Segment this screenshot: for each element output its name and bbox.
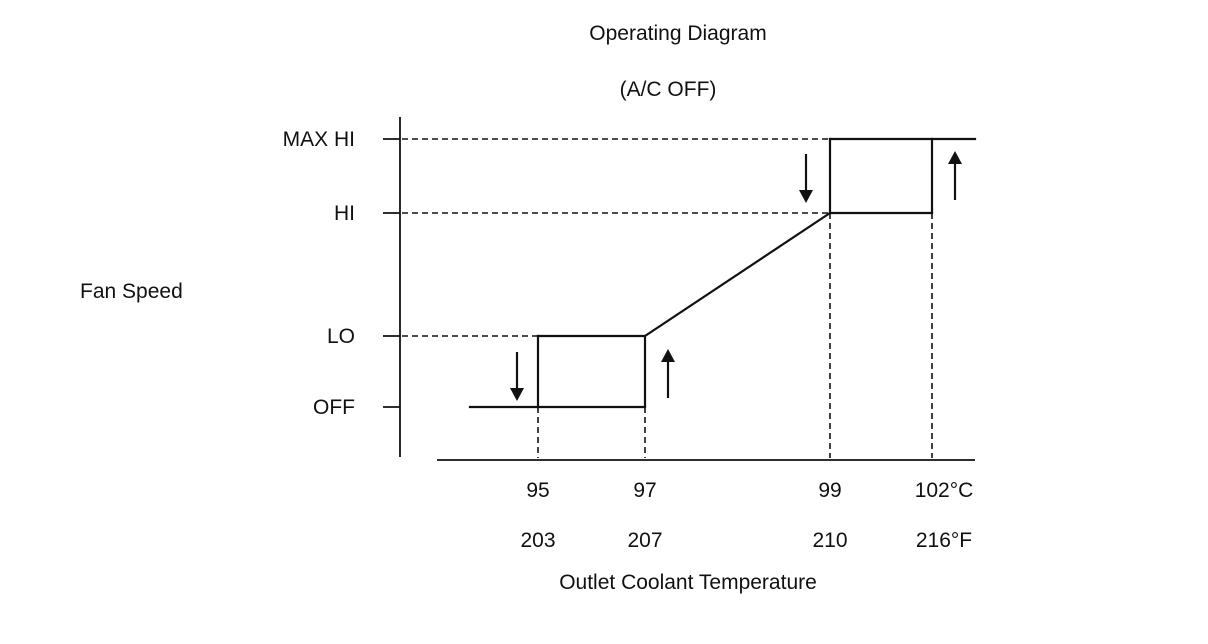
up-arrow-head — [948, 151, 962, 164]
y-label-hi: HI — [334, 202, 355, 225]
y-label-lo: LO — [327, 325, 355, 348]
down-arrow-head — [510, 388, 524, 401]
x-tick-celsius-95: 95 — [526, 479, 549, 502]
hysteresis-arrows — [510, 151, 962, 401]
diagram-title: Operating Diagram — [589, 22, 766, 45]
x-tick-fahrenheit-216: 216°F — [916, 529, 972, 552]
x-tick-celsius-99: 99 — [818, 479, 841, 502]
x-tick-celsius-102: 102°C — [915, 479, 974, 502]
x-tick-celsius-97: 97 — [633, 479, 656, 502]
x-tick-fahrenheit-207: 207 — [627, 529, 662, 552]
x-tick-fahrenheit-210: 210 — [812, 529, 847, 552]
x-axis-title: Outlet Coolant Temperature — [559, 571, 817, 594]
up-arrow-icon — [948, 151, 962, 200]
guide-lines — [402, 138, 933, 458]
diagram-subtitle: (A/C OFF) — [620, 78, 717, 101]
fan-speed-curve — [468, 137, 977, 409]
y-axis: MAX HI HI LO OFF Fan Speed — [80, 117, 401, 457]
curve-segment-ramp — [643, 211, 832, 338]
y-axis-title: Fan Speed — [80, 280, 183, 303]
x-axis: 95 97 99 102°C 203 207 210 216°F Outlet … — [437, 459, 975, 594]
y-label-max-hi: MAX HI — [283, 128, 355, 151]
diagram-header: Operating Diagram (A/C OFF) — [589, 22, 766, 101]
down-arrow-icon — [510, 352, 524, 401]
up-arrow-icon — [661, 349, 675, 398]
y-label-off: OFF — [313, 396, 355, 419]
down-arrow-icon — [799, 154, 813, 203]
up-arrow-head — [661, 349, 675, 362]
x-tick-fahrenheit-203: 203 — [520, 529, 555, 552]
down-arrow-head — [799, 190, 813, 203]
